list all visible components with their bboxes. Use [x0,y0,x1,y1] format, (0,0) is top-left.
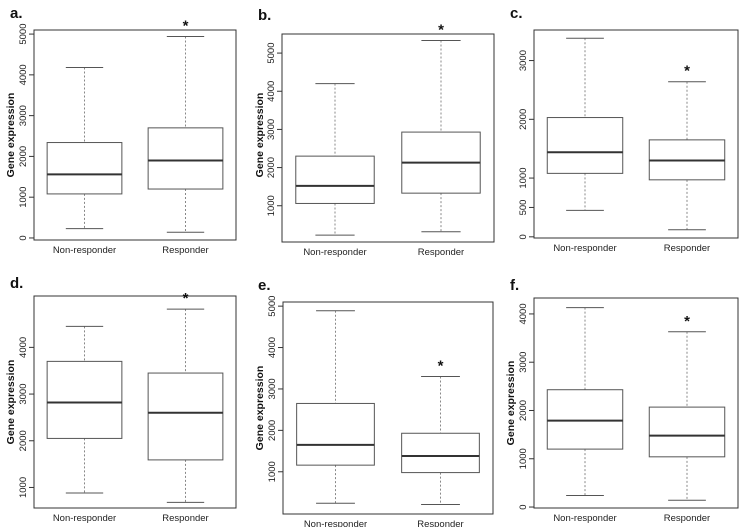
panel-b-non-responder-box [295,155,375,204]
panel-c-ytick-label: 0 [518,234,529,239]
panel-e-non-responder-category-label: Non-responder [304,519,367,527]
panel-b-ylabel: Gene expression [254,93,266,178]
panel-a-plot-frame [33,29,237,241]
panel-b-responder-significance-star: * [438,21,444,38]
panel-a-ytick-label: 4000 [18,64,29,85]
panel-a-ytick-label: 3000 [18,105,29,126]
panel-c-non-responder-box [546,117,624,174]
panel-d-responder-category-label: Responder [162,513,208,524]
panel-d-ytick-label: 1000 [18,477,29,498]
panel-b-ytick-label: 3000 [266,119,277,140]
panel-b-plot-frame [281,33,495,243]
panel-c-non-responder-category-label: Non-responder [553,243,616,254]
panel-f-responder-box [648,406,726,458]
panel-e-ytick-label: 2000 [267,420,278,441]
panel-e-responder-significance-star: * [438,358,444,375]
panel-f-responder-significance-star: * [684,313,690,330]
panel-f-plot-frame [533,297,739,509]
panel-c-label: c. [510,5,523,22]
panel-f-non-responder-box [546,389,624,450]
panel-b-responder-category-label: Responder [418,247,464,258]
panel-d-label: d. [10,275,23,292]
panel-d-responder-box [147,372,224,461]
panel-b-ytick-label: 5000 [266,43,277,64]
panel-a-ytick-label: 5000 [18,24,29,45]
panel-e-ylabel: Gene expression [254,366,266,451]
panel-c-ytick-label: 500 [518,200,529,216]
panel-b-label: b. [258,7,271,24]
panel-f-non-responder-category-label: Non-responder [553,513,616,524]
panel-f-ytick-label: 0 [518,504,529,509]
panel-a-non-responder-box [46,142,123,195]
panel-f-ytick-label: 1000 [518,448,529,469]
panel-f-ytick-label: 3000 [518,352,529,373]
panel-b-ytick-label: 2000 [266,157,277,178]
panel-f-ytick-label: 4000 [518,303,529,324]
panel-c-responder-significance-star: * [684,63,690,80]
panel-a-responder-category-label: Responder [162,245,208,256]
panel-a-ytick-label: 2000 [18,146,29,167]
panel-e-plot-frame [282,301,494,515]
panel-f-ylabel: Gene expression [505,361,517,446]
panel-d-responder-significance-star: * [183,290,189,307]
panel-f-ytick-label: 2000 [518,400,529,421]
panel-d-non-responder-box [46,360,123,439]
panel-f-responder-category-label: Responder [664,513,710,524]
panel-a-ytick-label: 1000 [18,187,29,208]
panel-a-responder-box [147,127,224,190]
panel-d-plot-frame [33,295,237,509]
panel-d-ylabel: Gene expression [5,360,17,445]
panel-b-ytick-label: 1000 [266,195,277,216]
panel-e-ytick-label: 4000 [267,337,278,358]
panel-c-ytick-label: 2000 [518,109,529,130]
panel-d-ytick-label: 3000 [18,383,29,404]
panel-c-responder-category-label: Responder [664,243,710,254]
panel-e-responder-category-label: Responder [417,519,463,527]
panel-e-responder-box [401,432,480,474]
panel-a-responder-significance-star: * [183,18,189,35]
panel-e-label: e. [258,277,271,294]
panel-d-non-responder-category-label: Non-responder [53,513,116,524]
panel-a-non-responder-category-label: Non-responder [53,245,116,256]
panel-b-non-responder-category-label: Non-responder [303,247,366,258]
panel-e-ytick-label: 1000 [267,461,278,482]
panel-c-plot-frame [533,29,739,239]
panel-b-ytick-label: 4000 [266,81,277,102]
panel-a-label: a. [10,5,23,22]
panel-f-label: f. [510,277,519,294]
panel-a-ylabel: Gene expression [5,93,17,178]
panel-e-non-responder-box [296,402,375,466]
panel-d-ytick-label: 2000 [18,430,29,451]
panel-c-ytick-label: 3000 [518,50,529,71]
panel-e-ytick-label: 3000 [267,378,278,399]
panel-d-ytick-label: 4000 [18,337,29,358]
panel-a-ytick-label: 0 [18,235,29,240]
panel-e-ytick-label: 5000 [267,296,278,317]
panel-c-ytick-label: 1000 [518,167,529,188]
